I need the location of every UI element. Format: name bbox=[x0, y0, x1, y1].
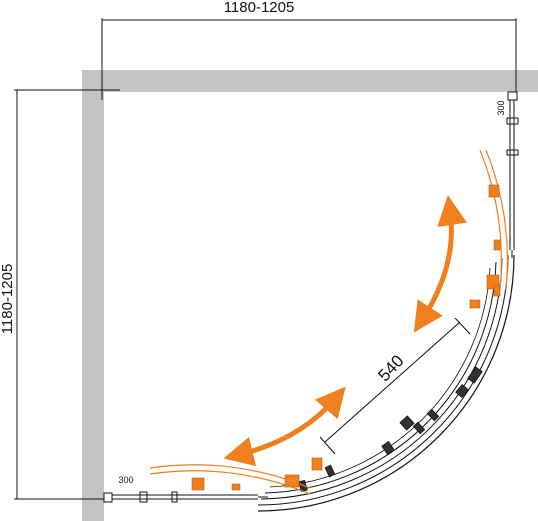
curved-double-arrow-icon bbox=[223, 386, 346, 467]
left-wall bbox=[82, 70, 104, 521]
width-dimension-label: 1180-1205 bbox=[224, 0, 295, 16]
door-width-label: 540 bbox=[374, 351, 407, 385]
height-dimension-label: 1180-1205 bbox=[0, 264, 16, 335]
bottom-fixed-panel bbox=[103, 491, 268, 503]
curved-tracks bbox=[257, 254, 515, 512]
height-dimension bbox=[14, 89, 120, 500]
open-door-outline bbox=[149, 149, 508, 495]
door-width-dimension bbox=[319, 317, 471, 455]
width-dimension bbox=[101, 18, 517, 100]
open-door-handles bbox=[191, 184, 501, 491]
back-wall bbox=[82, 70, 538, 92]
fixed-panel-top-label: 300 bbox=[496, 100, 506, 115]
fixed-panel-bottom-label: 300 bbox=[118, 475, 133, 485]
right-fixed-panel bbox=[506, 91, 519, 258]
door-fittings bbox=[298, 366, 483, 493]
curved-double-arrow-icon bbox=[413, 195, 467, 333]
